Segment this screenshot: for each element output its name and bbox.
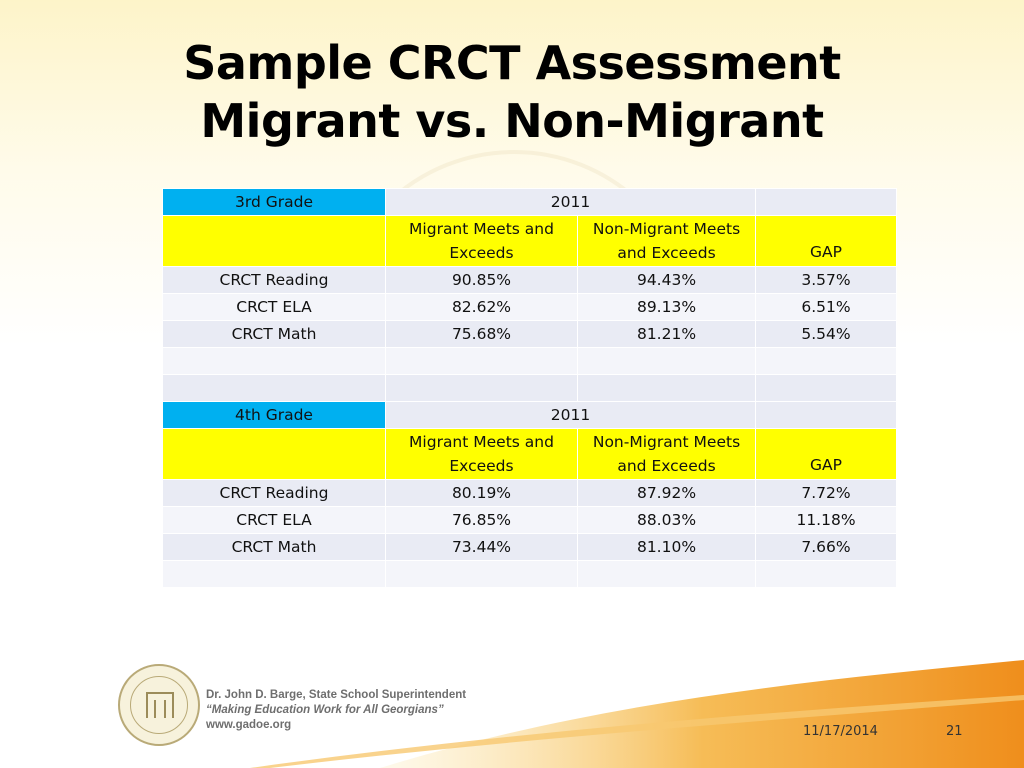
value-cell: 82.62% (385, 293, 578, 321)
value-cell: 89.13% (576, 293, 757, 321)
subject-cell: CRCT ELA (162, 506, 386, 534)
header-cell (162, 428, 386, 480)
subject-cell: CRCT ELA (162, 293, 386, 321)
value-cell: 75.68% (385, 320, 578, 348)
value-cell: 90.85% (385, 266, 578, 294)
header-cell-migrant: Migrant Meets and Exceeds (385, 428, 578, 480)
grade-row: 3rd Grade 2011 (162, 188, 898, 216)
department-of-education-seal-icon (118, 664, 200, 746)
value-cell: 81.21% (576, 320, 757, 348)
empty-row (162, 560, 898, 588)
title-line-2: Migrant vs. Non-Migrant (200, 94, 824, 148)
value-cell: 7.66% (755, 533, 898, 561)
year-label: 2011 (384, 401, 757, 429)
superintendent-line: Dr. John D. Barge, State School Superint… (206, 689, 467, 701)
value-cell: 5.54% (755, 320, 898, 348)
grade-row: 4th Grade 2011 (162, 401, 898, 429)
empty-row (162, 374, 898, 402)
header-row: Migrant Meets and Exceeds Non-Migrant Me… (162, 428, 898, 480)
footer-text: Dr. John D. Barge, State School Superint… (206, 688, 466, 733)
value-cell: 7.72% (755, 479, 898, 507)
empty-cell (755, 401, 898, 429)
empty-cell (755, 188, 898, 216)
subject-cell: CRCT Reading (162, 266, 386, 294)
value-cell: 76.85% (385, 506, 578, 534)
table-row: CRCT Reading 90.85% 94.43% 3.57% (162, 266, 898, 294)
table-row: CRCT Math 75.68% 81.21% 5.54% (162, 320, 898, 348)
empty-row (162, 347, 898, 375)
value-cell: 6.51% (755, 293, 898, 321)
header-cell-gap: GAP (755, 215, 898, 267)
header-row: Migrant Meets and Exceeds Non-Migrant Me… (162, 215, 898, 267)
grade-label: 3rd Grade (162, 188, 386, 216)
tagline: “Making Education Work for All Georgians… (206, 704, 444, 716)
slide-title: Sample CRCT Assessment Migrant vs. Non-M… (0, 34, 1024, 150)
subject-cell: CRCT Math (162, 320, 386, 348)
value-cell: 88.03% (576, 506, 757, 534)
value-cell: 11.18% (755, 506, 898, 534)
value-cell: 3.57% (755, 266, 898, 294)
header-cell-migrant: Migrant Meets and Exceeds (385, 215, 578, 267)
title-line-1: Sample CRCT Assessment (183, 36, 841, 90)
year-label: 2011 (384, 188, 757, 216)
footer-swoosh (250, 660, 1024, 768)
value-cell: 94.43% (576, 266, 757, 294)
value-cell: 73.44% (385, 533, 578, 561)
header-cell-non-migrant: Non-Migrant Meets and Exceeds (576, 215, 757, 267)
value-cell: 87.92% (576, 479, 757, 507)
page-number: 21 (946, 724, 963, 739)
value-cell: 80.19% (385, 479, 578, 507)
table-row: CRCT Math 73.44% 81.10% 7.66% (162, 533, 898, 561)
crct-table: 3rd Grade 2011 Migrant Meets and Exceeds… (162, 188, 898, 588)
header-cell (162, 215, 386, 267)
subject-cell: CRCT Reading (162, 479, 386, 507)
table-row: CRCT ELA 82.62% 89.13% 6.51% (162, 293, 898, 321)
subject-cell: CRCT Math (162, 533, 386, 561)
header-cell-gap: GAP (755, 428, 898, 480)
table-row: CRCT ELA 76.85% 88.03% 11.18% (162, 506, 898, 534)
header-cell-non-migrant: Non-Migrant Meets and Exceeds (576, 428, 757, 480)
value-cell: 81.10% (576, 533, 757, 561)
slide-date: 11/17/2014 (803, 724, 878, 739)
grade-label: 4th Grade (162, 401, 386, 429)
website-link[interactable]: www.gadoe.org (206, 719, 292, 731)
table-row: CRCT Reading 80.19% 87.92% 7.72% (162, 479, 898, 507)
